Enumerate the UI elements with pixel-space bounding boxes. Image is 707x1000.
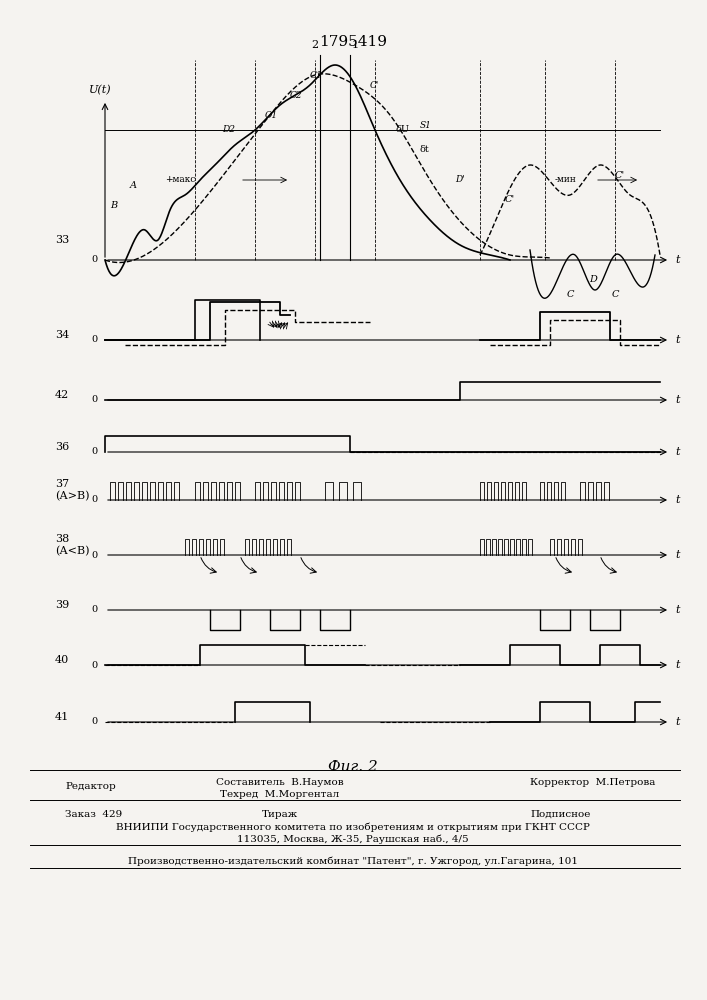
Text: Заказ  429: Заказ 429: [65, 810, 122, 819]
Text: C1: C1: [310, 70, 322, 80]
Text: 113035, Москва, Ж-35, Раушская наб., 4/5: 113035, Москва, Ж-35, Раушская наб., 4/5: [237, 834, 469, 844]
Text: 42: 42: [55, 390, 69, 400]
Text: 0: 0: [91, 448, 97, 456]
Text: t: t: [675, 255, 679, 265]
Text: S1: S1: [420, 120, 432, 129]
Text: Тираж: Тираж: [262, 810, 298, 819]
Text: Составитель  В.Наумов: Составитель В.Наумов: [216, 778, 344, 787]
Text: t: t: [675, 717, 679, 727]
Text: 34: 34: [55, 330, 69, 340]
Text: 38
(А<В): 38 (А<В): [55, 534, 90, 556]
Text: 1: 1: [351, 40, 358, 50]
Text: 0: 0: [91, 605, 97, 614]
Text: U(t): U(t): [88, 85, 111, 95]
Text: t: t: [675, 605, 679, 615]
Text: -мин: -мин: [555, 176, 577, 184]
Text: Редактор: Редактор: [65, 782, 116, 791]
Text: 0: 0: [91, 255, 97, 264]
Text: 40: 40: [55, 655, 69, 665]
Text: 36: 36: [55, 442, 69, 452]
Text: 0: 0: [91, 660, 97, 670]
Text: 0: 0: [91, 336, 97, 344]
Text: C2: C2: [290, 91, 303, 100]
Text: D: D: [589, 275, 597, 284]
Text: Производственно-издательский комбинат "Патент", г. Ужгород, ул.Гагарина, 101: Производственно-издательский комбинат "П…: [128, 857, 578, 866]
Text: 39: 39: [55, 600, 69, 610]
Text: A: A: [130, 180, 137, 190]
Text: Подписное: Подписное: [530, 810, 590, 819]
Text: B: B: [110, 200, 117, 210]
Text: C': C': [615, 170, 625, 180]
Text: 1795419: 1795419: [319, 35, 387, 49]
Text: D': D': [455, 176, 464, 184]
Text: O1: O1: [265, 110, 278, 119]
Text: 0: 0: [91, 718, 97, 726]
Text: 2: 2: [312, 40, 319, 50]
Text: t: t: [675, 447, 679, 457]
Text: t: t: [675, 395, 679, 405]
Text: Фиг. 2: Фиг. 2: [328, 760, 378, 774]
Text: δU: δU: [395, 125, 409, 134]
Text: δt: δt: [420, 145, 430, 154]
Text: 0: 0: [91, 550, 97, 560]
Text: 37
(А>В): 37 (А>В): [55, 479, 90, 501]
Text: D2: D2: [222, 125, 235, 134]
Text: 0: 0: [91, 495, 97, 504]
Text: t: t: [675, 335, 679, 345]
Text: 0: 0: [91, 395, 97, 404]
Text: t: t: [675, 495, 679, 505]
Text: t: t: [675, 660, 679, 670]
Text: C: C: [566, 290, 574, 299]
Text: C: C: [612, 290, 619, 299]
Text: t: t: [675, 550, 679, 560]
Text: ВНИИПИ Государственного комитета по изобретениям и открытиям при ГКНТ СССР: ВНИИПИ Государственного комитета по изоб…: [116, 822, 590, 832]
Text: Техред  М.Моргентал: Техред М.Моргентал: [221, 790, 339, 799]
Text: +макс: +макс: [165, 176, 195, 184]
Text: 33: 33: [55, 235, 69, 245]
Text: Корректор  М.Петрова: Корректор М.Петрова: [530, 778, 655, 787]
Text: C': C': [370, 81, 380, 90]
Text: C': C': [505, 196, 515, 205]
Text: 41: 41: [55, 712, 69, 722]
